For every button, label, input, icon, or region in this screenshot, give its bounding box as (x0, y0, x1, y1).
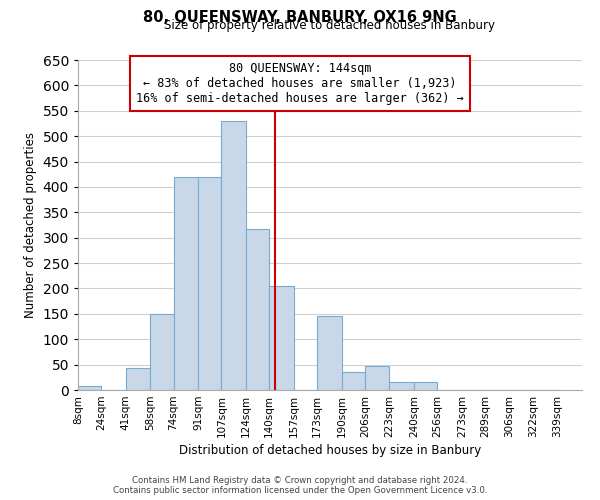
Bar (198, 177, 221, 390)
Text: 80, QUEENSWAY, BANBURY, OX16 9NG: 80, QUEENSWAY, BANBURY, OX16 9NG (143, 10, 457, 25)
Bar (173, 177, 198, 390)
Y-axis label: Number of detached properties: Number of detached properties (24, 132, 37, 318)
Bar (126, 368, 151, 390)
Title: Size of property relative to detached houses in Banbury: Size of property relative to detached ho… (164, 20, 496, 32)
Bar (221, 121, 246, 390)
Bar (246, 228, 269, 390)
Text: Contains HM Land Registry data © Crown copyright and database right 2024.
Contai: Contains HM Land Registry data © Crown c… (113, 476, 487, 495)
Bar (341, 372, 365, 390)
Bar (151, 314, 173, 390)
Bar (365, 366, 389, 390)
Bar (414, 382, 437, 390)
Bar (389, 382, 414, 390)
Bar (269, 286, 294, 390)
Text: 80 QUEENSWAY: 144sqm
← 83% of detached houses are smaller (1,923)
16% of semi-de: 80 QUEENSWAY: 144sqm ← 83% of detached h… (136, 62, 464, 104)
Bar (317, 316, 341, 390)
X-axis label: Distribution of detached houses by size in Banbury: Distribution of detached houses by size … (179, 444, 481, 457)
Bar (78, 386, 101, 390)
